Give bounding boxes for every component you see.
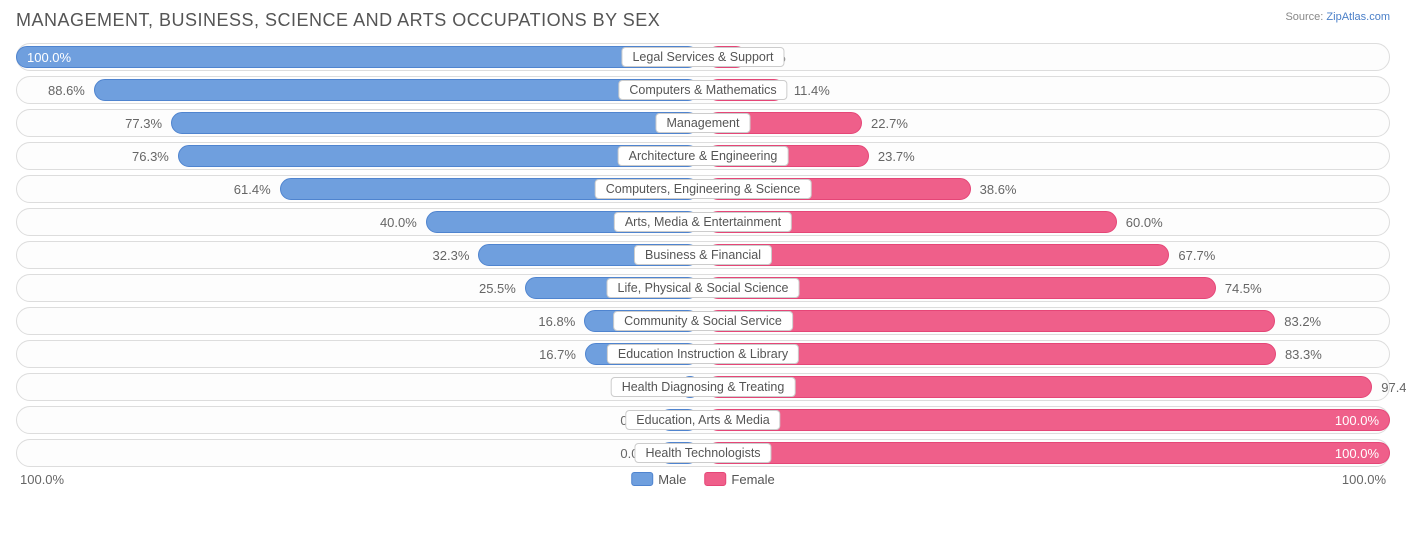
male-bar xyxy=(94,79,699,101)
category-label: Management xyxy=(656,113,751,133)
category-label: Education, Arts & Media xyxy=(625,410,780,430)
chart-row: 16.8% 83.2% Community & Social Service xyxy=(16,307,1390,335)
chart-title: MANAGEMENT, BUSINESS, SCIENCE AND ARTS O… xyxy=(16,10,660,31)
female-value-label: 74.5% xyxy=(1225,275,1262,303)
axis-left-label: 100.0% xyxy=(20,472,64,487)
chart-row: 77.3% 22.7% Management xyxy=(16,109,1390,137)
male-value-label: 76.3% xyxy=(132,143,169,171)
male-value-label: 25.5% xyxy=(479,275,516,303)
female-value-label: 22.7% xyxy=(871,110,908,138)
legend-male: Male xyxy=(631,472,686,487)
category-label: Life, Physical & Social Science xyxy=(607,278,800,298)
male-bar xyxy=(16,46,699,68)
category-label: Health Diagnosing & Treating xyxy=(611,377,796,397)
category-label: Education Instruction & Library xyxy=(607,344,799,364)
source-attribution: Source: ZipAtlas.com xyxy=(1285,10,1390,24)
chart-row: 100.0%0.0%Legal Services & Support xyxy=(16,43,1390,71)
source-label: Source: xyxy=(1285,11,1323,23)
chart-row: 76.3% 23.7% Architecture & Engineering xyxy=(16,142,1390,170)
axis-row: 100.0% Male Female 100.0% xyxy=(16,472,1390,487)
male-value-label: 100.0% xyxy=(27,44,71,72)
female-value-label: 67.7% xyxy=(1178,242,1215,270)
category-label: Health Technologists xyxy=(634,443,771,463)
female-value-label: 100.0% xyxy=(1335,407,1379,435)
header: MANAGEMENT, BUSINESS, SCIENCE AND ARTS O… xyxy=(16,10,1390,31)
male-value-label: 16.7% xyxy=(539,341,576,369)
axis-right-label: 100.0% xyxy=(1342,472,1386,487)
category-label: Computers, Engineering & Science xyxy=(595,179,812,199)
male-value-label: 88.6% xyxy=(48,77,85,105)
male-bar xyxy=(171,112,699,134)
female-bar xyxy=(707,376,1372,398)
male-swatch-icon xyxy=(631,472,653,486)
chart-row: 0.0%100.0%Education, Arts & Media xyxy=(16,406,1390,434)
female-swatch-icon xyxy=(704,472,726,486)
source-link[interactable]: ZipAtlas.com xyxy=(1326,11,1390,23)
chart-row: 0.0%100.0%Health Technologists xyxy=(16,439,1390,467)
female-bar xyxy=(707,244,1169,266)
category-label: Community & Social Service xyxy=(613,311,793,331)
category-label: Business & Financial xyxy=(634,245,772,265)
chart-row: 16.7% 83.3% Education Instruction & Librar… xyxy=(16,340,1390,368)
female-value-label: 38.6% xyxy=(980,176,1017,204)
male-value-label: 77.3% xyxy=(125,110,162,138)
legend-male-label: Male xyxy=(658,472,686,487)
female-value-label: 83.3% xyxy=(1285,341,1322,369)
chart-row: 32.3% 67.7% Business & Financial xyxy=(16,241,1390,269)
female-bar xyxy=(707,409,1390,431)
category-label: Arts, Media & Entertainment xyxy=(614,212,792,232)
category-label: Computers & Mathematics xyxy=(618,80,787,100)
legend: Male Female xyxy=(631,472,775,487)
female-value-label: 11.4% xyxy=(794,77,830,105)
male-value-label: 16.8% xyxy=(538,308,575,336)
female-value-label: 23.7% xyxy=(878,143,915,171)
chart-row: 2.6%97.4%Health Diagnosing & Treating xyxy=(16,373,1390,401)
chart-row: 61.4% 38.6% Computers, Engineering & Scien… xyxy=(16,175,1390,203)
female-bar xyxy=(707,442,1390,464)
chart-body: 100.0%0.0%Legal Services & Support 88.6% 1… xyxy=(16,43,1390,467)
legend-female: Female xyxy=(704,472,774,487)
chart-row: 88.6% 11.4% Computers & Mathematics xyxy=(16,76,1390,104)
category-label: Architecture & Engineering xyxy=(618,146,789,166)
male-value-label: 40.0% xyxy=(380,209,417,237)
legend-female-label: Female xyxy=(731,472,774,487)
category-label: Legal Services & Support xyxy=(621,47,784,67)
female-value-label: 97.4% xyxy=(1381,374,1406,402)
male-value-label: 61.4% xyxy=(234,176,271,204)
female-value-label: 83.2% xyxy=(1284,308,1321,336)
female-value-label: 100.0% xyxy=(1335,440,1379,468)
chart-row: 25.5% 74.5% Life, Physical & Social Scienc… xyxy=(16,274,1390,302)
male-value-label: 32.3% xyxy=(433,242,470,270)
chart-row: 40.0% 60.0% Arts, Media & Entertainment xyxy=(16,208,1390,236)
female-value-label: 60.0% xyxy=(1126,209,1163,237)
